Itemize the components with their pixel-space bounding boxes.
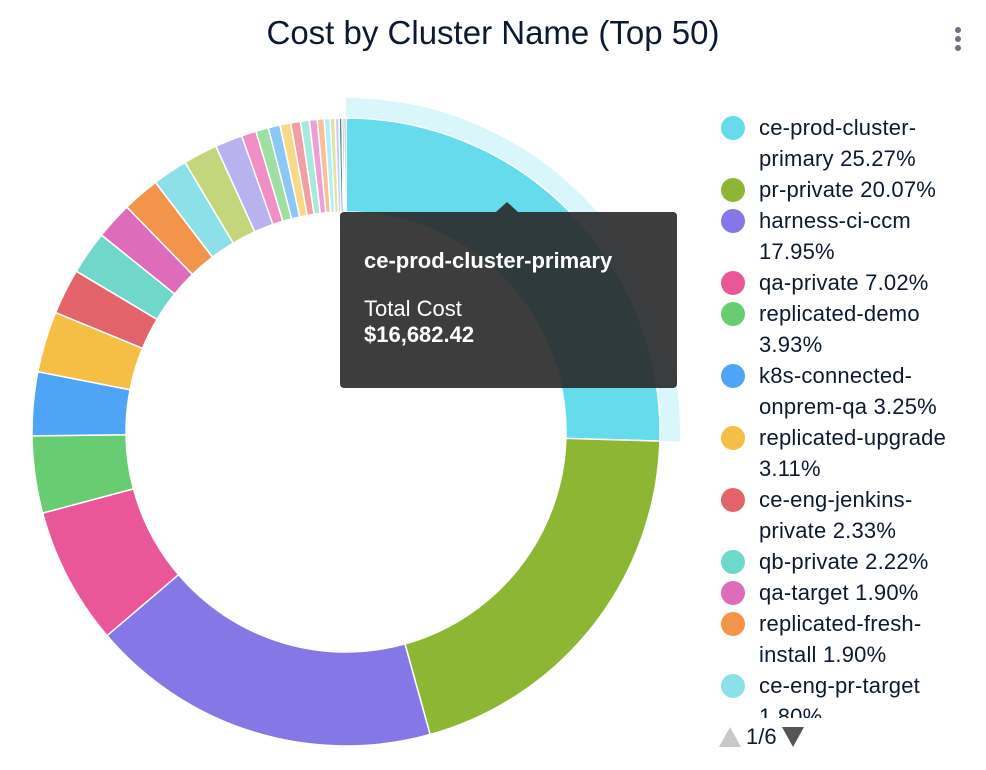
legend-label: pr-private: [759, 177, 854, 202]
legend-value: 25.27%: [840, 146, 916, 171]
legend-item[interactable]: replicated-fresh-install 1.90%: [718, 608, 978, 670]
legend-swatch: [721, 178, 745, 202]
legend-value: 1.90%: [855, 580, 919, 605]
legend-label: harness-ci-ccm: [759, 208, 911, 233]
legend-item[interactable]: qb-private 2.22%: [718, 546, 978, 577]
legend-swatch: [721, 550, 745, 574]
legend-value: 2.22%: [865, 549, 929, 574]
tooltip-title: ce-prod-cluster-primary: [364, 248, 613, 273]
tooltip-value: $16,682.42: [364, 322, 475, 347]
page-indicator: 1/6: [746, 724, 777, 749]
legend-label: qb-private: [759, 549, 859, 574]
legend-value: 1.90%: [822, 642, 887, 667]
legend-item[interactable]: qa-private 7.02%: [718, 267, 978, 298]
legend: ce-prod-cluster-primary 25.27% pr-private…: [718, 112, 978, 718]
legend-swatch: [721, 209, 745, 233]
legend-label: k8s-connected-onprem-qa: [759, 363, 913, 419]
menu-button[interactable]: [952, 26, 964, 52]
legend-pager: 1/6: [718, 724, 805, 750]
chart-title: Cost by Cluster Name (Top 50): [266, 14, 720, 51]
legend-item[interactable]: harness-ci-ccm 17.95%: [718, 205, 978, 267]
page-down[interactable]: [781, 726, 805, 748]
legend-item[interactable]: replicated-upgrade 3.11%: [718, 422, 978, 484]
slice: [105, 573, 432, 747]
legend-label: ce-eng-jenkins-private: [759, 487, 913, 543]
legend-label: qa-private: [759, 270, 859, 295]
tooltip: ce-prod-cluster-primary Total Cost $16,6…: [340, 202, 677, 388]
legend-item[interactable]: pr-private 20.07%: [718, 174, 978, 205]
legend-swatch: [721, 364, 745, 388]
legend-value: 3.25%: [873, 394, 937, 419]
legend-value: 3.11%: [759, 456, 821, 481]
slice: [343, 117, 347, 213]
page-up[interactable]: [718, 726, 742, 748]
legend-label: replicated-demo: [759, 301, 920, 326]
legend-item[interactable]: qa-target 1.90%: [718, 577, 978, 608]
legend-label: qa-target: [759, 580, 849, 605]
legend-swatch: [721, 116, 745, 140]
legend-label: replicated-fresh-install: [759, 611, 922, 667]
legend-value: 2.33%: [832, 518, 897, 543]
legend-label: ce-eng-pr-target: [759, 673, 920, 698]
legend-swatch: [721, 488, 745, 512]
legend-value: 1.80%: [759, 704, 823, 718]
legend-item[interactable]: ce-eng-jenkins-private 2.33%: [718, 484, 978, 546]
legend-item[interactable]: replicated-demo 3.93%: [718, 298, 978, 360]
legend-swatch: [721, 674, 745, 698]
legend-item[interactable]: ce-eng-pr-target 1.80%: [718, 670, 978, 718]
tooltip-label: Total Cost: [364, 296, 462, 321]
chart: [31, 98, 680, 747]
legend-label: ce-prod-cluster-primary: [759, 115, 917, 171]
legend-label: replicated-upgrade: [759, 425, 947, 450]
legend-swatch: [721, 581, 745, 605]
slice: [404, 437, 661, 736]
legend-value: 3.93%: [759, 332, 823, 357]
legend-swatch: [721, 302, 745, 326]
legend-value: 7.02%: [865, 270, 929, 295]
legend-item[interactable]: k8s-connected-onprem-qa 3.25%: [718, 360, 978, 422]
legend-value: 20.07%: [860, 177, 937, 202]
legend-value: 17.95%: [759, 239, 835, 264]
legend-swatch: [721, 271, 745, 295]
legend-swatch: [721, 426, 745, 450]
legend-swatch: [721, 612, 745, 636]
legend-item[interactable]: ce-prod-cluster-primary 25.27%: [718, 112, 978, 174]
